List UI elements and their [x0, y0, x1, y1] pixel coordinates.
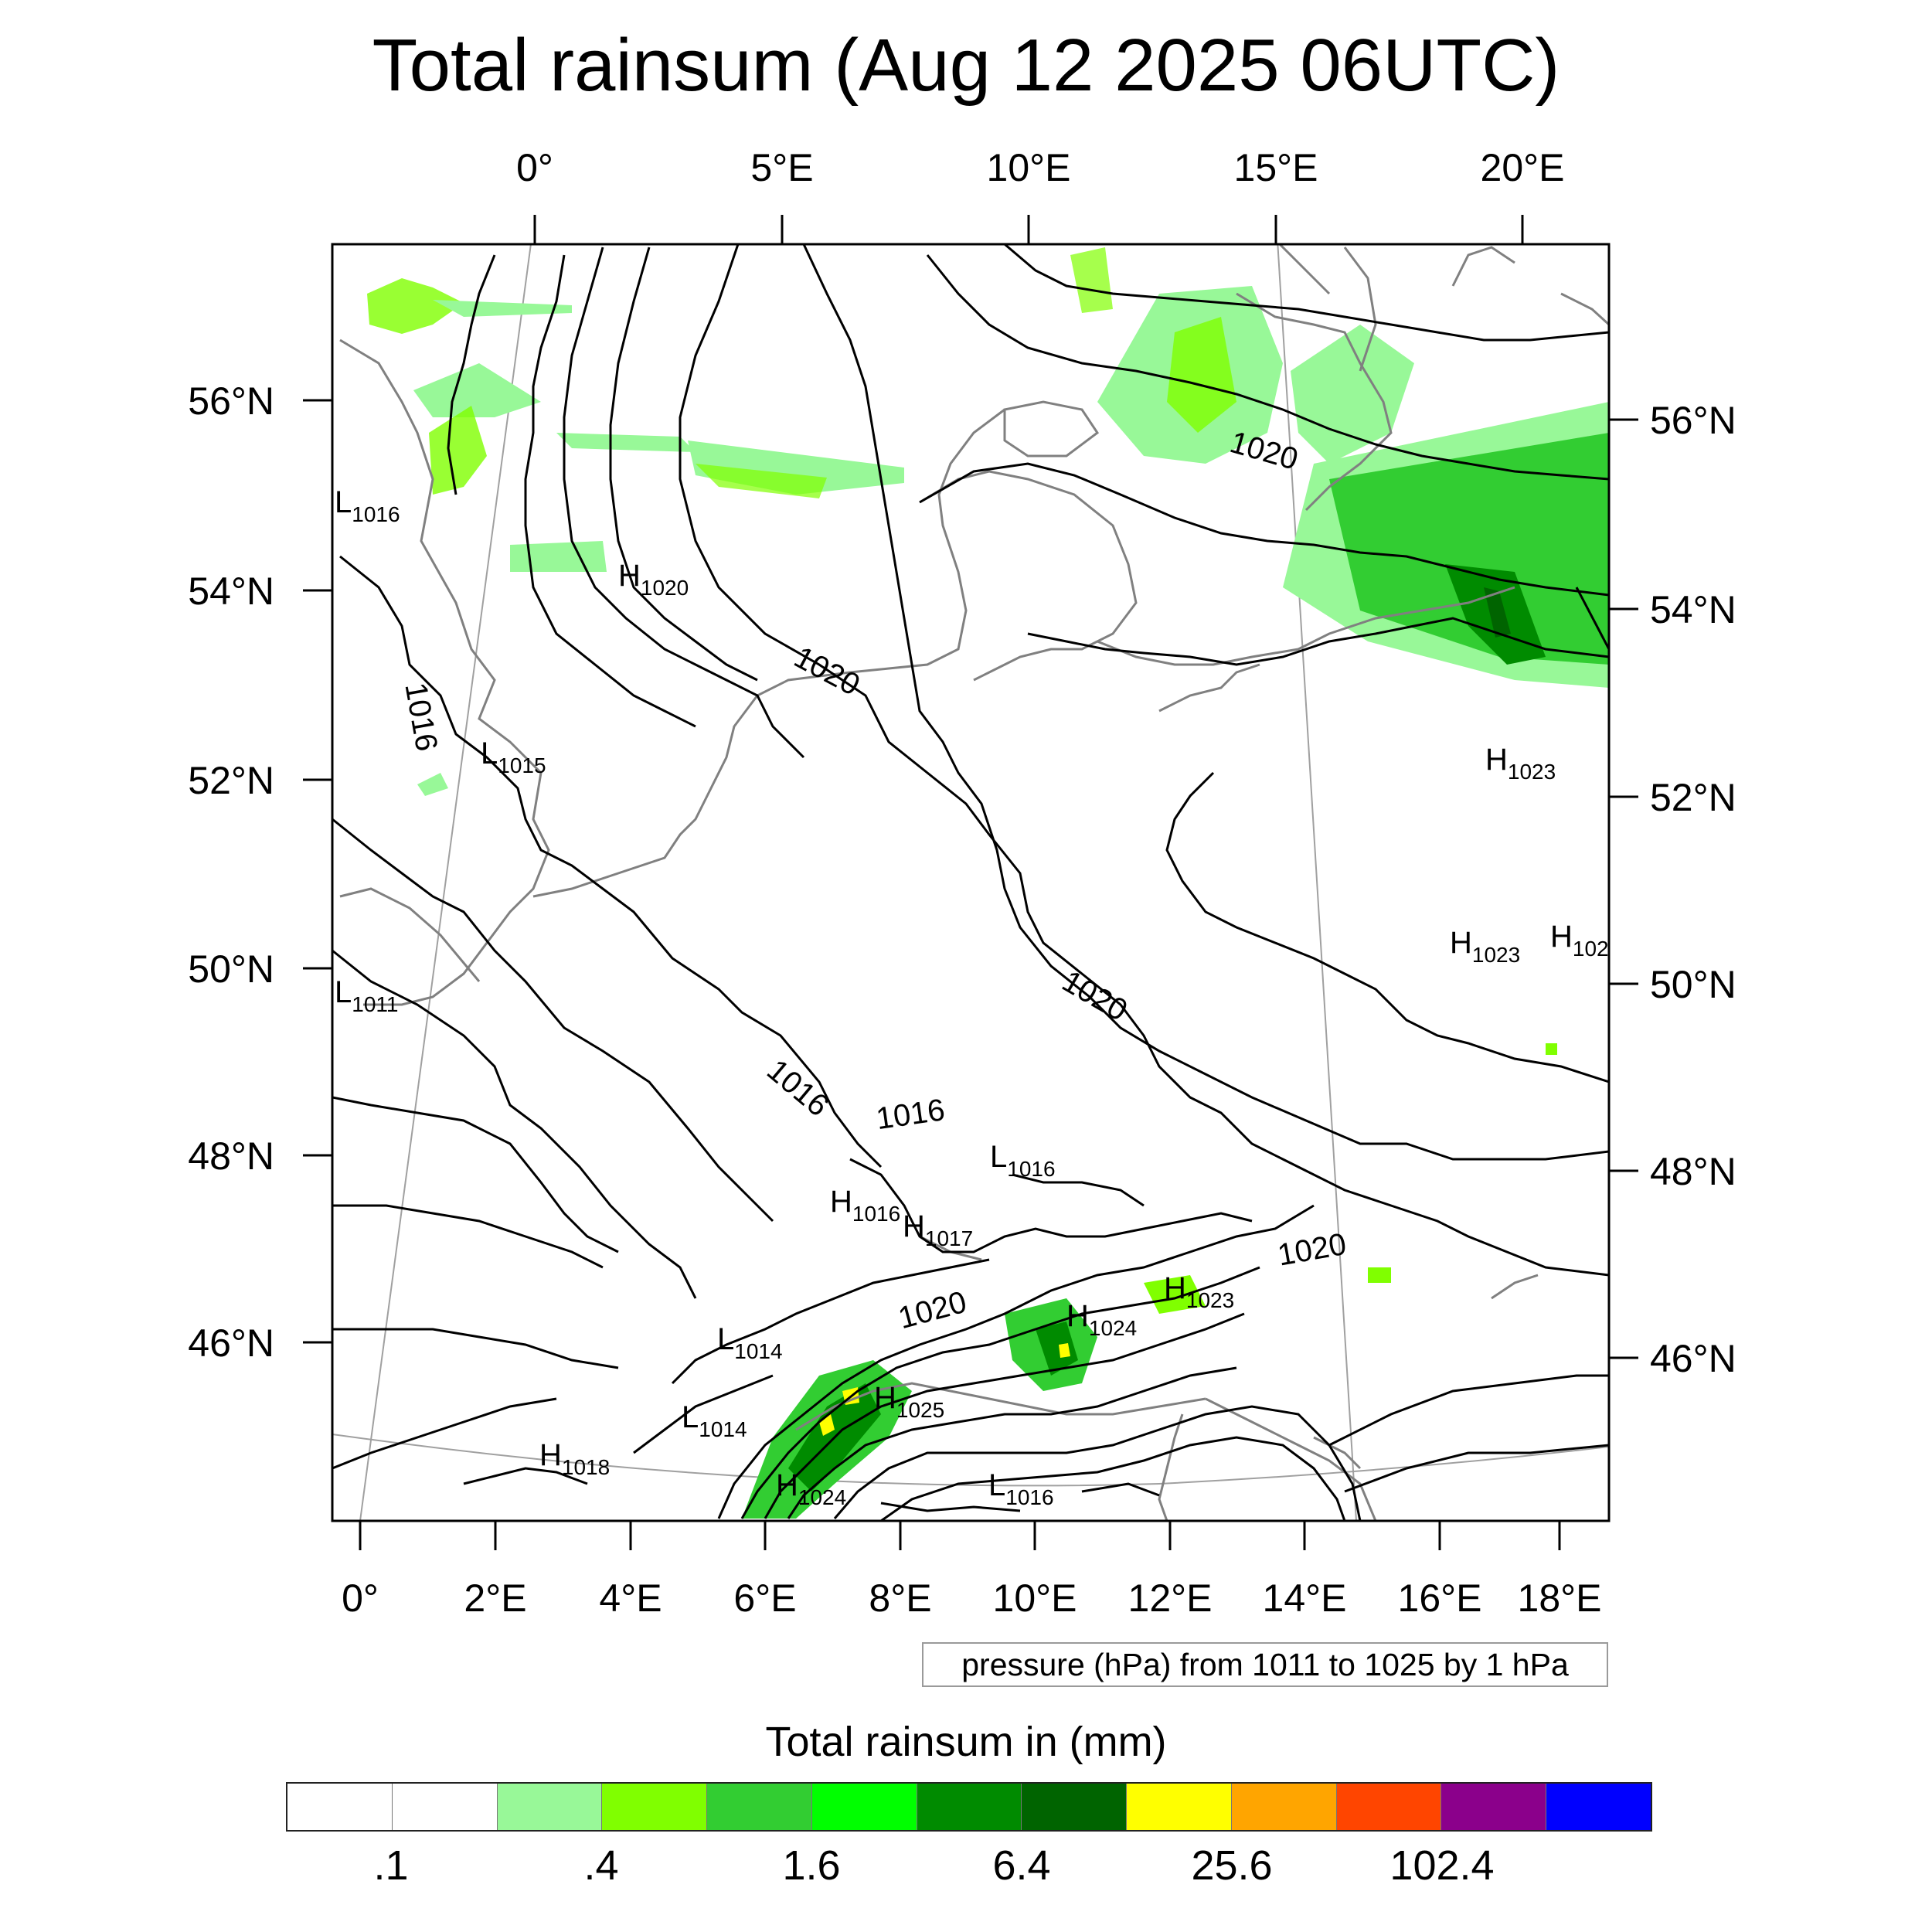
pressure-center-label: L1016	[335, 485, 400, 526]
pressure-center-label: H1020	[618, 559, 689, 600]
rain-area	[1036, 1321, 1078, 1376]
lon-label: 12°E	[1128, 1577, 1213, 1620]
rain-area	[1070, 247, 1113, 313]
lon-label: 5°E	[750, 146, 813, 189]
colorbar-box	[287, 1784, 393, 1830]
colorbar-box	[392, 1784, 498, 1830]
rain-area	[1291, 325, 1414, 464]
rain-area	[1484, 587, 1511, 638]
lat-label: 56°N	[188, 379, 274, 423]
colorbar-box	[1127, 1784, 1232, 1830]
colorbar	[286, 1782, 1652, 1832]
colorbar-box	[497, 1784, 603, 1830]
colorbar-box	[602, 1784, 708, 1830]
lon-label: 16°E	[1398, 1577, 1482, 1620]
colorbar-label: 1.6	[782, 1842, 841, 1889]
pressure-center-label: L1016	[990, 1140, 1056, 1181]
pressure-centers: L1016 H1020 L1015 L1011 H1023 H1023 H102 L1016 H…	[335, 485, 1609, 1509]
lat-label: 48°N	[188, 1134, 274, 1178]
rain-area	[556, 433, 696, 452]
left-latitude-labels: 56°N 54°N 52°N 50°N 48°N 46°N	[188, 379, 274, 1365]
lon-label: 2°E	[464, 1577, 526, 1620]
colorbar-label: 6.4	[992, 1842, 1051, 1889]
lat-label: 54°N	[188, 570, 274, 613]
colorbar-box	[707, 1784, 812, 1830]
rain-area	[1144, 1275, 1206, 1314]
lon-label: 8°E	[869, 1577, 931, 1620]
lat-label: 46°N	[188, 1321, 274, 1365]
pressure-center-label: H1017	[903, 1209, 973, 1250]
pressure-center-label: L1014	[682, 1400, 747, 1441]
lon-label: 6°E	[733, 1577, 796, 1620]
lon-label: 0°	[516, 146, 553, 189]
map-frame	[331, 243, 1611, 1522]
chart-title: Total rainsum (Aug 12 2025 06UTC)	[372, 24, 1560, 107]
colorbar-box	[1336, 1784, 1442, 1830]
lon-label: 18°E	[1518, 1577, 1602, 1620]
lon-label: 20°E	[1481, 146, 1565, 189]
lat-label: 50°N	[188, 947, 274, 991]
bottom-longitude-labels: 0° 2°E 4°E 6°E 8°E 10°E 12°E 14°E 16°E 1…	[342, 1577, 1601, 1620]
lat-label: 52°N	[188, 759, 274, 802]
rain-area	[1546, 1043, 1557, 1055]
lon-label: 10°E	[987, 146, 1071, 189]
rain-area	[1368, 1267, 1391, 1283]
pressure-center-label: L1016	[988, 1468, 1054, 1509]
lat-label: 46°N	[1650, 1337, 1736, 1380]
colorbar-label: .4	[583, 1842, 619, 1889]
lat-label: 52°N	[1650, 776, 1736, 819]
rain-area	[696, 464, 827, 498]
pressure-center-label: H1023	[1164, 1271, 1234, 1312]
pressure-center-label: L1011	[335, 975, 398, 1016]
pressure-center-label: H102	[1550, 920, 1609, 961]
rain-area	[367, 278, 464, 334]
rain-area	[510, 541, 607, 572]
colorbar-box	[1441, 1784, 1547, 1830]
rain-area	[1167, 317, 1236, 433]
rain-fields	[367, 247, 1609, 1519]
map-panel: 1020 1020 1016 1020 1016 1016 1020 1020 …	[332, 244, 1609, 1521]
pressure-center-label: H1018	[539, 1438, 610, 1479]
lat-label: 50°N	[1650, 963, 1736, 1006]
pressure-center-label: H1025	[874, 1381, 944, 1422]
rain-area	[413, 363, 541, 417]
lon-label: 4°E	[599, 1577, 662, 1620]
colorbar-label: 102.4	[1389, 1842, 1495, 1889]
pressure-center-label: L1015	[481, 736, 546, 777]
lat-label: 54°N	[1650, 588, 1736, 631]
pressure-center-label: H1023	[1485, 743, 1556, 784]
tick-marks	[303, 215, 1638, 1550]
lon-label: 10°E	[993, 1577, 1077, 1620]
pressure-center-label: H1023	[1450, 926, 1520, 967]
colorbar-title: Total rainsum in (mm)	[765, 1719, 1167, 1765]
lon-label: 0°	[342, 1577, 379, 1620]
colorbar-box	[1546, 1784, 1651, 1830]
lon-label: 15°E	[1234, 146, 1318, 189]
contour-info-box: pressure (hPa) from 1011 to 1025 by 1 hP…	[922, 1642, 1608, 1687]
isobars	[332, 244, 1609, 1521]
colorbar-box	[917, 1784, 1022, 1830]
rain-area	[429, 406, 487, 495]
coastlines	[339, 244, 1609, 1521]
pressure-center-label: H1016	[830, 1185, 900, 1226]
pressure-center-label: H1024	[776, 1468, 846, 1509]
lon-label: 14°E	[1263, 1577, 1347, 1620]
rain-area	[417, 773, 448, 796]
lat-label: 48°N	[1650, 1150, 1736, 1193]
graticule	[332, 244, 1609, 1521]
colorbar-box	[1231, 1784, 1337, 1830]
colorbar-box	[811, 1784, 917, 1830]
colorbar-label: .1	[373, 1842, 409, 1889]
rain-area	[1329, 433, 1609, 665]
colorbar-label: 25.6	[1191, 1842, 1273, 1889]
top-longitude-labels: 0° 5°E 10°E 15°E 20°E	[516, 146, 1564, 189]
rain-area	[433, 300, 572, 317]
rain-area	[1059, 1343, 1070, 1358]
colorbar-box	[1022, 1784, 1128, 1830]
pressure-center-label: L1014	[717, 1322, 783, 1363]
lat-label: 56°N	[1650, 399, 1736, 442]
pressure-center-label: H1024	[1066, 1299, 1137, 1340]
right-latitude-labels: 56°N 54°N 52°N 50°N 48°N 46°N	[1650, 399, 1736, 1380]
